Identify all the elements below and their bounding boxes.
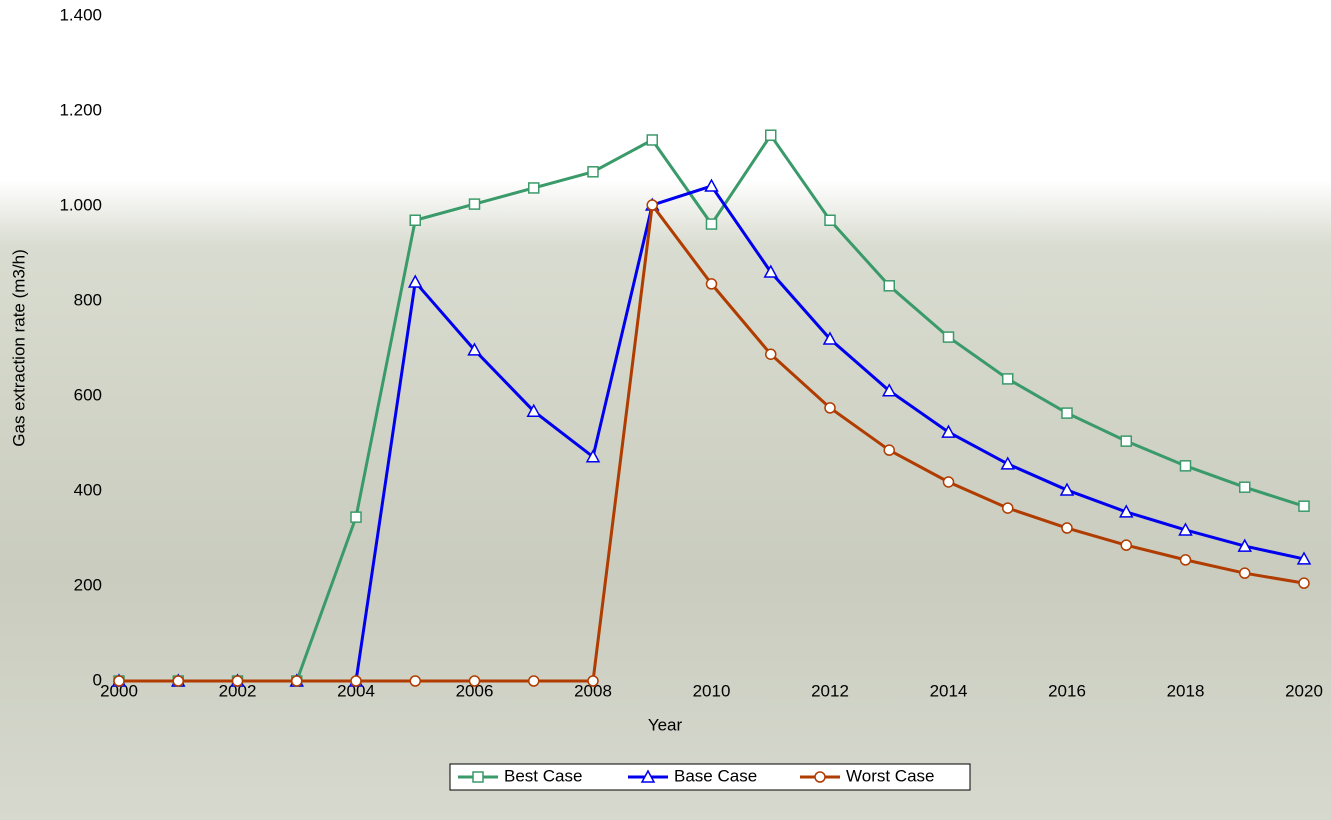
marker (765, 129, 777, 141)
marker (883, 280, 895, 292)
marker (1120, 539, 1132, 551)
marker (1296, 551, 1312, 565)
marker (942, 331, 955, 343)
marker (113, 675, 125, 687)
marker (1000, 456, 1016, 470)
marker (1298, 500, 1310, 512)
marker (467, 342, 482, 356)
marker (172, 675, 184, 687)
marker (350, 675, 362, 687)
y-axis-title: Gas extraction rate (m3/h) (9, 249, 28, 446)
marker (1061, 522, 1073, 534)
marker (1118, 504, 1134, 518)
marker (1002, 373, 1014, 385)
x-tick-label: 2018 (1167, 681, 1205, 700)
marker (350, 511, 362, 523)
legend-marker (814, 771, 826, 783)
y-tick-label: 0 (93, 670, 102, 689)
marker (763, 264, 779, 278)
legend-label: Best Case (504, 766, 582, 785)
y-tick-label: 200 (74, 575, 102, 594)
marker (1061, 407, 1073, 419)
legend-marker (472, 771, 484, 783)
marker (587, 675, 599, 687)
marker (942, 476, 955, 488)
x-tick-label: 2012 (811, 681, 849, 700)
marker (705, 218, 718, 230)
marker (824, 214, 836, 226)
x-tick-label: 2004 (337, 681, 375, 700)
marker (1239, 481, 1251, 493)
marker (822, 331, 838, 345)
marker (526, 403, 542, 417)
marker (1298, 577, 1310, 589)
marker (883, 444, 895, 456)
marker (407, 274, 423, 288)
marker (705, 278, 718, 290)
marker (1239, 567, 1251, 579)
marker (1059, 482, 1075, 496)
x-tick-label: 2020 (1285, 681, 1323, 700)
legend-label: Base Case (674, 766, 757, 785)
x-tick-label: 2000 (100, 681, 138, 700)
x-axis-title: Year (648, 715, 683, 734)
legend-marker (640, 769, 656, 783)
legend-label: Worst Case (846, 766, 935, 785)
marker (881, 383, 897, 397)
marker (1002, 502, 1014, 514)
marker (646, 199, 658, 211)
marker (409, 214, 421, 226)
y-tick-label: 400 (74, 480, 102, 499)
marker (1237, 538, 1253, 552)
marker (1179, 460, 1192, 472)
marker (231, 675, 244, 687)
marker (1178, 522, 1193, 536)
marker (468, 675, 481, 687)
y-tick-label: 1.200 (59, 100, 102, 119)
marker (1179, 554, 1192, 566)
x-tick-label: 2008 (574, 681, 612, 700)
marker (409, 675, 421, 687)
marker (704, 178, 719, 192)
marker (765, 348, 777, 360)
x-tick-label: 2002 (219, 681, 257, 700)
marker (528, 675, 540, 687)
marker (1120, 435, 1132, 447)
y-tick-label: 600 (74, 385, 102, 404)
y-tick-label: 800 (74, 290, 102, 309)
x-tick-label: 2010 (693, 681, 731, 700)
legend-box (449, 763, 971, 791)
marker (587, 166, 599, 178)
marker (941, 424, 956, 438)
marker (468, 198, 481, 210)
x-tick-label: 2014 (930, 681, 968, 700)
marker (646, 134, 658, 146)
marker (528, 182, 540, 194)
marker (291, 675, 303, 687)
x-tick-label: 2016 (1048, 681, 1086, 700)
y-tick-label: 1.400 (59, 5, 102, 24)
y-tick-label: 1.000 (59, 195, 102, 214)
x-tick-label: 2006 (456, 681, 494, 700)
marker (824, 402, 836, 414)
marker (585, 449, 601, 463)
